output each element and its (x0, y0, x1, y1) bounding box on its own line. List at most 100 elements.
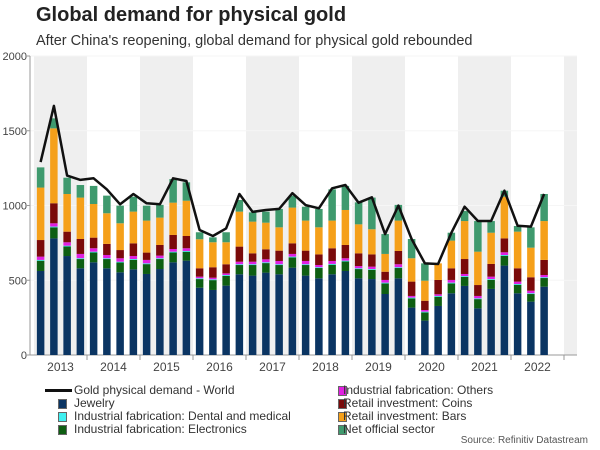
bar-segment (315, 208, 323, 228)
bar-segment (421, 300, 429, 311)
source-note: Source: Refinitiv Datastream (460, 435, 588, 446)
legend-label: Industrial fabrication: Dental and medic… (74, 409, 291, 423)
bar-segment (222, 275, 230, 286)
bar-segment (209, 279, 217, 281)
bar-segment (222, 273, 230, 276)
y-tick-label: 0 (21, 350, 27, 362)
bar-segment (394, 267, 403, 279)
bar-segment (50, 238, 58, 355)
x-tick-label: 2022 (524, 360, 551, 374)
bar-segment (460, 221, 469, 260)
legend-swatch (338, 399, 347, 409)
bar-segment (434, 263, 442, 280)
bar-segment (315, 265, 323, 268)
y-tick-label: 500 (9, 275, 27, 287)
bar-segment (341, 261, 350, 271)
bar-segment (248, 275, 257, 355)
bar-segment (341, 209, 350, 245)
bar-segment (116, 250, 124, 259)
bar-segment (262, 249, 270, 260)
bar-segment (275, 227, 283, 251)
bar-segment (381, 283, 389, 295)
bar-segment (527, 293, 535, 295)
bar-segment (76, 259, 85, 269)
bar-segment (156, 204, 164, 218)
bar-segment (513, 281, 522, 284)
bar-segment (354, 253, 363, 267)
bar-segment (301, 264, 310, 266)
bar-segment (195, 278, 204, 280)
legend-swatch (338, 386, 347, 396)
bar-segment (63, 242, 71, 246)
bar-segment (262, 259, 270, 263)
bar-segment (103, 195, 111, 214)
bar-segment (195, 276, 204, 279)
bar-segment (513, 293, 522, 355)
bar-segment (328, 248, 336, 261)
bar-segment (63, 256, 71, 355)
bar-segment (288, 256, 297, 258)
bar-segment (421, 311, 429, 313)
bar-segment (487, 232, 495, 264)
bar-segment (235, 264, 244, 266)
bar-segment (116, 272, 124, 355)
bar-segment (50, 203, 58, 224)
bar-segment (500, 254, 509, 256)
x-tick-label: 2015 (153, 360, 180, 374)
bar-segment (421, 263, 429, 281)
bar-segment (540, 193, 548, 222)
bar-segment (540, 286, 548, 355)
bar-segment (288, 253, 297, 257)
bar-segment (103, 254, 111, 259)
bar-segment (275, 264, 283, 266)
bar-segment (328, 189, 336, 221)
bar-segment (341, 244, 350, 259)
bar-segment (195, 279, 204, 288)
bar-segment (487, 221, 495, 233)
bar-segment (182, 248, 191, 251)
bar-segment (63, 193, 71, 232)
legend-label: Industrial fabrication: Electronics (74, 422, 247, 436)
bar-segment (368, 279, 376, 355)
bar-segment (394, 264, 403, 268)
bar-segment (394, 204, 403, 221)
bar-segment (407, 295, 416, 298)
legend-swatch (58, 425, 67, 435)
bar-segment (248, 265, 257, 276)
bar-segment (209, 242, 217, 268)
bar-segment (129, 211, 138, 244)
bar-segment (447, 232, 456, 241)
bar-segment (527, 277, 535, 291)
bar-segment (513, 283, 522, 285)
bar-segment (248, 261, 257, 265)
bar-segment (288, 195, 297, 208)
bar-segment (394, 278, 403, 355)
bar-segment (89, 237, 98, 249)
bar-segment (474, 221, 482, 252)
bar-segment (474, 308, 482, 355)
x-tick-label: 2021 (471, 360, 498, 374)
chart-title: Global demand for physical gold (36, 4, 347, 26)
bar-segment (129, 196, 138, 212)
bar-segment (129, 256, 138, 260)
bar-segment (275, 265, 283, 275)
bar-segment (36, 260, 45, 271)
bar-segment (169, 252, 177, 263)
bar-segment (169, 249, 177, 252)
bar-segment (209, 277, 217, 280)
bar-segment (447, 293, 456, 355)
bar-segment (262, 263, 270, 273)
bar-segment (235, 199, 244, 212)
bar-segment (76, 268, 85, 355)
legend-swatch (58, 412, 67, 422)
bar-segment (407, 297, 416, 299)
bar-segment (36, 270, 45, 355)
bar-segment (142, 264, 151, 274)
bar-segment (540, 277, 548, 279)
bar-segment (156, 255, 164, 259)
bar-segment (447, 282, 456, 284)
x-tick-label: 2013 (47, 360, 74, 374)
bar-segment (116, 258, 124, 262)
bar-segment (527, 227, 535, 248)
